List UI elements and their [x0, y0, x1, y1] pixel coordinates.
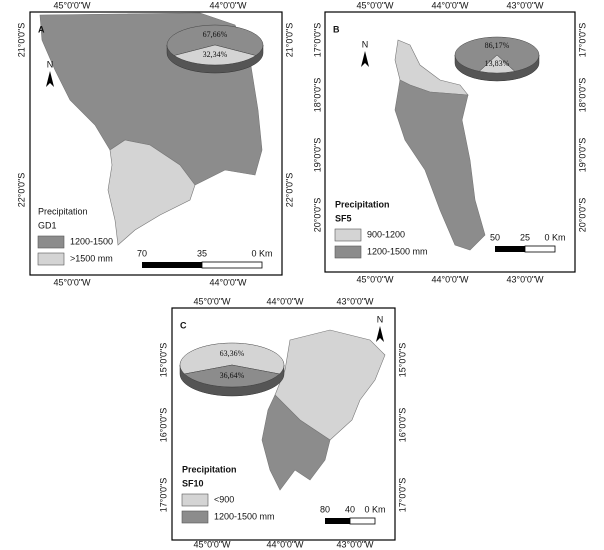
legend-title: Precipitation [38, 206, 88, 216]
scale-label: 25 [520, 232, 530, 242]
scale-label: 0 Km [544, 232, 565, 242]
latitude-label: 20°0'0"S [577, 198, 587, 233]
legend-title: Precipitation [335, 199, 390, 209]
longitude-label: 45°0'0"W [356, 274, 394, 284]
latitude-label: 17°0'0"S [397, 478, 407, 513]
pie-value-label: 13,83% [485, 59, 510, 68]
longitude-label: 43°0'0"W [336, 296, 374, 306]
legend-title: Precipitation [182, 464, 237, 474]
scale-bar-black [325, 518, 350, 524]
pie-slice [478, 54, 516, 74]
watershed-region [394, 79, 486, 251]
longitude-label: 45°0'0"W [193, 296, 231, 306]
north-arrow [46, 71, 54, 87]
latitude-label: 18°0'0"S [577, 78, 587, 113]
longitude-label: 44°0'0"W [209, 277, 247, 287]
panel-letter: B [333, 24, 340, 34]
legend-swatch [37, 252, 65, 266]
scale-label: 0 Km [364, 504, 385, 514]
latitude-label: 17°0'0"S [158, 478, 168, 513]
watershed-region [261, 394, 331, 491]
scale-label: 80 [320, 504, 330, 514]
latitude-label: 17°0'0"S [577, 23, 587, 58]
longitude-label: 44°0'0"W [266, 296, 304, 306]
watershed-region [274, 329, 386, 441]
latitude-label: 15°0'0"S [397, 343, 407, 378]
north-arrow [361, 51, 369, 67]
panel-letter: C [180, 320, 187, 330]
latitude-label: 22°0'0"S [16, 173, 26, 208]
legend-subtitle: SF10 [182, 478, 204, 488]
panel-letter: A [38, 24, 45, 34]
pie-slice [183, 364, 281, 388]
latitude-label: 18°0'0"S [312, 78, 322, 113]
latitude-label: 16°0'0"S [397, 408, 407, 443]
longitude-label: 44°0'0"W [209, 0, 247, 10]
map-panel: B 45°0'0"W 45°0'0"W 44°0'0"W 44°0'0"W 43°0'0"… [312, 0, 587, 284]
pie-value-label: 86,17% [485, 41, 510, 50]
latitude-label: 20°0'0"S [312, 198, 322, 233]
longitude-label: 44°0'0"W [266, 539, 304, 549]
longitude-label: 43°0'0"W [336, 539, 374, 549]
legend-swatch [334, 245, 362, 259]
north-label: N [362, 39, 369, 49]
scale-label: 35 [197, 248, 207, 258]
pie-value-label: 32,34% [203, 50, 228, 59]
legend-label: 1200-1500 mm [367, 246, 428, 256]
latitude-label: 21°0'0"S [284, 23, 294, 58]
scale-bar-white [349, 517, 376, 525]
legend-label: 1200-1500 [70, 236, 113, 246]
latitude-label: 15°0'0"S [158, 343, 168, 378]
pie-value-label: 63,36% [220, 349, 245, 358]
pie-slice [179, 342, 285, 375]
pie-slice [454, 36, 540, 72]
pie-slice [173, 44, 257, 66]
watershed-region [107, 139, 196, 246]
legend-label: <900 [214, 494, 234, 504]
longitude-label: 45°0'0"W [356, 0, 394, 10]
legend-swatch [37, 235, 65, 249]
longitude-label: 43°0'0"W [506, 0, 544, 10]
longitude-label: 43°0'0"W [506, 274, 544, 284]
pie-slice [166, 24, 264, 56]
pie-value-label: 36,64% [220, 371, 245, 380]
latitude-label: 19°0'0"S [577, 138, 587, 173]
north-label: N [377, 314, 384, 324]
scale-label: 0 Km [251, 248, 272, 258]
scale-label: 40 [345, 504, 355, 514]
scale-bar-black [495, 246, 525, 252]
latitude-label: 16°0'0"S [158, 408, 168, 443]
latitude-label: 17°0'0"S [312, 23, 322, 58]
latitude-label: 21°0'0"S [16, 23, 26, 58]
longitude-label: 45°0'0"W [193, 539, 231, 549]
legend-subtitle: GD1 [38, 220, 57, 230]
legend-swatch [181, 493, 209, 507]
latitude-label: 19°0'0"S [312, 138, 322, 173]
legend-subtitle: SF5 [335, 213, 352, 223]
legend-label: >1500 mm [70, 253, 113, 263]
scale-bar-black [142, 262, 202, 268]
north-label: N [47, 59, 54, 69]
legend-swatch [181, 510, 209, 524]
pie-value-label: 67,66% [203, 30, 228, 39]
map-panel: A 45°0'0"W 45°0'0"W 44°0'0"W 44°0'0"W 21°0'0"… [16, 0, 294, 287]
legend-swatch [334, 228, 362, 242]
north-arrow [376, 326, 384, 342]
scale-label: 70 [137, 248, 147, 258]
longitude-label: 45°0'0"W [53, 0, 91, 10]
legend-label: 900-1200 [367, 229, 405, 239]
longitude-label: 44°0'0"W [431, 274, 469, 284]
scale-bar-white [201, 261, 263, 269]
longitude-label: 45°0'0"W [53, 277, 91, 287]
longitude-label: 44°0'0"W [431, 0, 469, 10]
scale-bar-white [524, 245, 556, 253]
map-panel: C 45°0'0"W 45°0'0"W 44°0'0"W 44°0'0"W 43°0'0"… [158, 296, 407, 549]
scale-label: 50 [490, 232, 500, 242]
latitude-label: 22°0'0"S [284, 173, 294, 208]
legend-label: 1200-1500 mm [214, 511, 275, 521]
